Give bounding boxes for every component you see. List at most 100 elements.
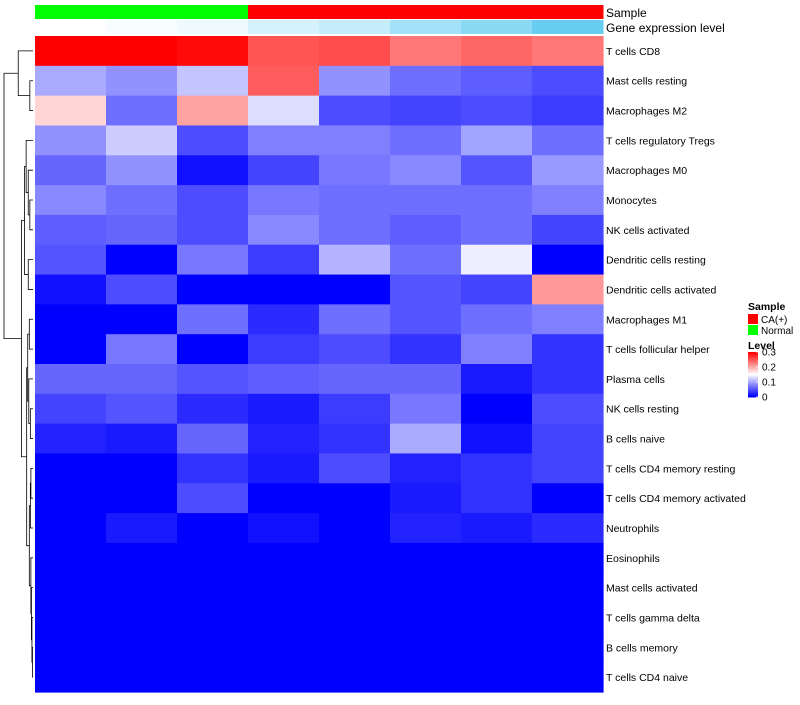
legend-sample-title: Sample bbox=[748, 301, 786, 313]
legend-colorbar-segment bbox=[748, 384, 758, 386]
heatmap-cell bbox=[461, 453, 533, 484]
heatmap-cell bbox=[248, 185, 320, 216]
heatmap-cell bbox=[390, 65, 462, 97]
row-label: NK cells resting bbox=[606, 404, 679, 416]
row-label: T cells CD8 bbox=[606, 46, 660, 58]
heatmap-cell bbox=[35, 274, 107, 305]
dendrogram-branch bbox=[30, 467, 33, 499]
heatmap-cell bbox=[390, 423, 462, 455]
legend-colorbar-segment bbox=[748, 368, 758, 370]
row-label: Macrophages M2 bbox=[606, 106, 687, 118]
heatmap-cell bbox=[35, 393, 107, 425]
heatmap-cell bbox=[319, 423, 391, 455]
legend-colorbar-segment bbox=[748, 374, 758, 376]
heatmap-cell bbox=[319, 36, 391, 67]
heatmap-cell bbox=[35, 513, 107, 544]
row-label: T cells gamma delta bbox=[606, 612, 700, 624]
row-label: Plasma cells bbox=[606, 374, 665, 386]
heatmap-cell bbox=[177, 334, 249, 365]
annotation-cell bbox=[319, 5, 391, 19]
heatmap-cell bbox=[248, 393, 320, 425]
heatmap-cell bbox=[106, 36, 178, 67]
heatmap-cell bbox=[390, 334, 462, 365]
heatmap-cell bbox=[319, 274, 391, 305]
heatmap-cell bbox=[106, 274, 178, 305]
heatmap-cell bbox=[319, 244, 391, 276]
heatmap-cell bbox=[35, 185, 107, 216]
legend-colorbar-segment bbox=[748, 388, 758, 390]
heatmap-cell bbox=[177, 483, 249, 514]
heatmap-cell bbox=[532, 95, 604, 127]
heatmap-cell bbox=[177, 36, 249, 67]
legend-colorbar-segment bbox=[748, 391, 758, 393]
heatmap-cell bbox=[177, 513, 249, 544]
heatmap-cell bbox=[248, 274, 320, 305]
heatmap-cell bbox=[106, 572, 178, 604]
row-label: Mast cells activated bbox=[606, 583, 698, 595]
legend-colorbar-segment bbox=[748, 360, 758, 362]
heatmap-cell bbox=[106, 214, 178, 246]
heatmap-cell bbox=[390, 602, 462, 633]
legend-tick-label: 0.2 bbox=[762, 363, 776, 374]
heatmap-cell bbox=[461, 572, 533, 604]
heatmap-cell bbox=[390, 364, 462, 395]
legend-colorbar-segment bbox=[748, 392, 758, 394]
legend-item-label: CA(+) bbox=[761, 315, 787, 326]
legend-colorbar-segment bbox=[748, 393, 758, 395]
heatmap-cell bbox=[106, 662, 178, 693]
heatmap-cell bbox=[390, 36, 462, 67]
legend-colorbar-segment bbox=[748, 370, 758, 372]
heatmap-cell bbox=[106, 155, 178, 186]
heatmap-cell bbox=[106, 304, 178, 335]
row-label: T cells CD4 naive bbox=[606, 672, 688, 684]
heatmap-cell bbox=[461, 393, 533, 425]
row-label: T cells CD4 memory activated bbox=[606, 493, 746, 505]
dendrogram-branch bbox=[30, 557, 33, 615]
heatmap-cell bbox=[319, 334, 391, 365]
dendrogram-branch bbox=[29, 482, 33, 529]
heatmap-cell bbox=[532, 393, 604, 425]
heatmap-cell bbox=[319, 453, 391, 484]
heatmap-cell bbox=[106, 65, 178, 97]
heatmap-cell bbox=[248, 423, 320, 455]
heatmap-cell bbox=[532, 423, 604, 455]
heatmap-cell bbox=[390, 572, 462, 604]
heatmap-cell bbox=[319, 662, 391, 693]
annotation-track-label: Sample bbox=[606, 6, 647, 20]
heatmap-cell bbox=[319, 572, 391, 604]
legend-colorbar-segment bbox=[748, 375, 758, 377]
legend-colorbar-segment bbox=[748, 383, 758, 385]
heatmap-cell bbox=[35, 125, 107, 156]
dendrogram-branch bbox=[28, 378, 33, 425]
heatmap-cell bbox=[319, 542, 391, 574]
heatmap-cell bbox=[532, 214, 604, 246]
legend-colorbar-segment bbox=[748, 389, 758, 391]
heatmap-cell bbox=[319, 513, 391, 544]
heatmap-cell bbox=[532, 274, 604, 305]
row-label: Mast cells resting bbox=[606, 76, 687, 88]
heatmap-cell bbox=[532, 453, 604, 484]
heatmap-cell bbox=[390, 662, 462, 693]
legend-colorbar-segment bbox=[748, 386, 758, 388]
heatmap-cell bbox=[461, 602, 533, 633]
heatmap-cell bbox=[177, 572, 249, 604]
annotation-cell bbox=[248, 5, 320, 19]
dendrogram-branch bbox=[21, 220, 27, 458]
row-labels: T cells CD8 Mast cells resting Macrophages… bbox=[606, 46, 746, 684]
dendrogram-branch bbox=[27, 169, 33, 216]
legend-colorbar-segment bbox=[748, 394, 758, 396]
annotation-cell bbox=[319, 20, 391, 34]
heatmap-cell bbox=[461, 185, 533, 216]
legend-colorbar-segment bbox=[748, 352, 758, 354]
annotation-cell bbox=[106, 5, 178, 19]
row-label: Macrophages M1 bbox=[606, 314, 687, 326]
heatmap-cell bbox=[106, 364, 178, 395]
heatmap-cell bbox=[390, 244, 462, 276]
heatmap-cell bbox=[319, 214, 391, 246]
heatmap-cell bbox=[461, 632, 533, 663]
heatmap-cell bbox=[106, 513, 178, 544]
annotation-cell bbox=[35, 5, 107, 19]
heatmap-cell bbox=[461, 274, 533, 305]
heatmap-cell bbox=[461, 423, 533, 455]
annotation-cell bbox=[177, 5, 249, 19]
